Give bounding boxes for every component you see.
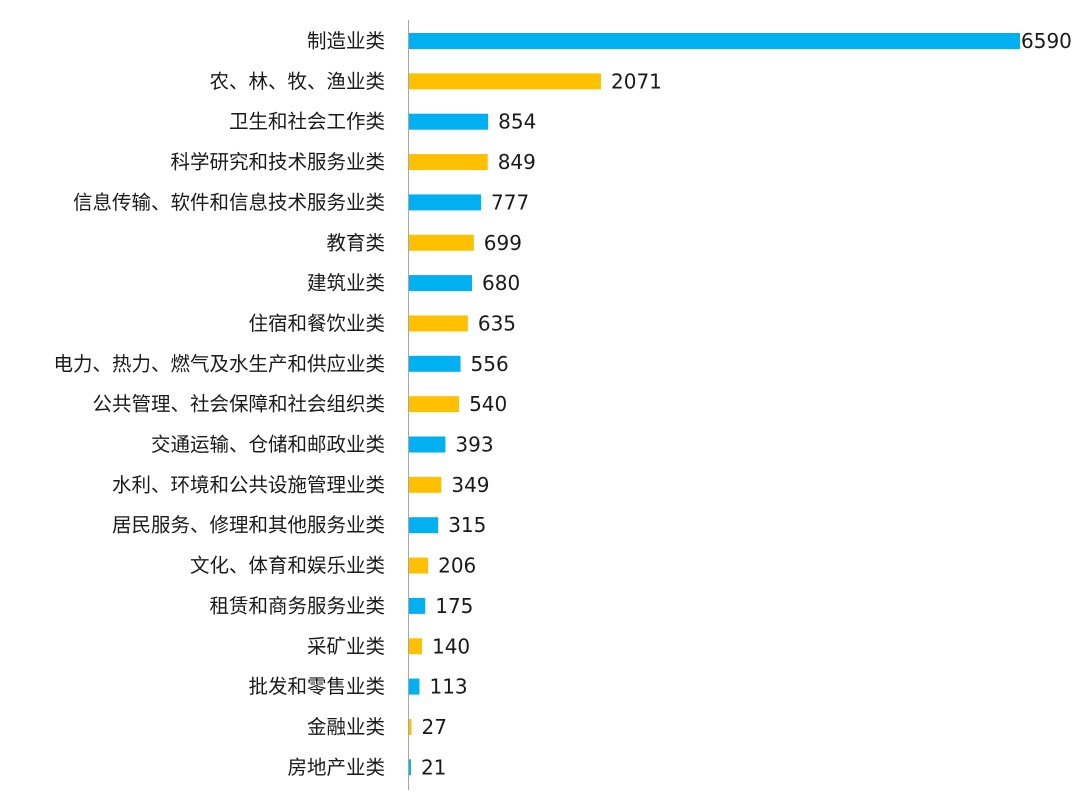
bar	[409, 194, 482, 211]
bar	[409, 315, 468, 332]
bar	[409, 597, 426, 614]
value-label: 680	[482, 271, 520, 295]
category-label: 信息传输、软件和信息技术服务业类	[73, 191, 385, 214]
category-label: 卫生和社会工作类	[229, 110, 385, 133]
value-label: 849	[498, 150, 536, 174]
category-label: 批发和零售业类	[248, 675, 385, 698]
bar	[409, 718, 412, 735]
bar	[409, 33, 1020, 49]
bar	[409, 73, 602, 90]
category-label: 租赁和商务服务业类	[209, 594, 385, 617]
value-label: 854	[498, 110, 536, 134]
value-label: 556	[471, 352, 509, 376]
category-label: 金融业类	[307, 715, 385, 738]
bar	[409, 154, 488, 171]
value-label: 349	[451, 473, 489, 497]
bar	[409, 396, 460, 413]
category-label: 水利、环境和公共设施管理业类	[112, 473, 385, 496]
bar	[409, 678, 420, 695]
category-label: 住宿和餐饮业类	[248, 312, 385, 335]
category-label: 电力、热力、燃气及水生产和供应业类	[53, 352, 385, 375]
value-label: 635	[478, 311, 516, 335]
value-label: 175	[435, 594, 473, 618]
value-label: 140	[432, 634, 470, 658]
category-label: 公共管理、社会保障和社会组织类	[92, 393, 385, 416]
category-label: 交通运输、仓储和邮政业类	[151, 433, 385, 456]
value-label: 540	[469, 392, 507, 416]
bar	[409, 113, 489, 130]
value-label: 21	[421, 755, 446, 779]
category-label: 制造业类	[307, 30, 385, 53]
value-label: 777	[491, 190, 529, 214]
value-label: 27	[422, 715, 447, 739]
category-label: 文化、体育和娱乐业类	[190, 554, 385, 577]
bar	[409, 557, 429, 574]
value-label: 699	[484, 231, 522, 255]
category-label: 采矿业类	[307, 635, 385, 658]
bar	[409, 275, 473, 292]
category-label: 房地产业类	[287, 756, 385, 779]
category-label: 建筑业类	[307, 272, 385, 295]
category-label: 农、林、牧、渔业类	[209, 70, 385, 93]
category-label: 科学研究和技术服务业类	[170, 151, 385, 174]
category-label: 教育类	[326, 231, 385, 254]
bar	[409, 759, 411, 776]
value-label: 2071	[611, 69, 662, 93]
bar	[409, 436, 446, 453]
value-label: 393	[455, 433, 493, 457]
value-label: 315	[448, 513, 486, 537]
bar	[409, 234, 474, 251]
bar	[409, 638, 422, 655]
value-label: 6590	[1021, 29, 1072, 53]
bar	[409, 517, 439, 534]
category-label: 居民服务、修理和其他服务业类	[112, 514, 385, 537]
bar	[409, 355, 461, 372]
value-label: 113	[429, 675, 467, 699]
value-label: 206	[438, 554, 476, 578]
bars-group: 制造业类 6590 农、林、牧、渔业类 2071 卫生和社会工作类 854 科学研究和技术服…	[53, 29, 1071, 779]
bar	[409, 476, 442, 493]
